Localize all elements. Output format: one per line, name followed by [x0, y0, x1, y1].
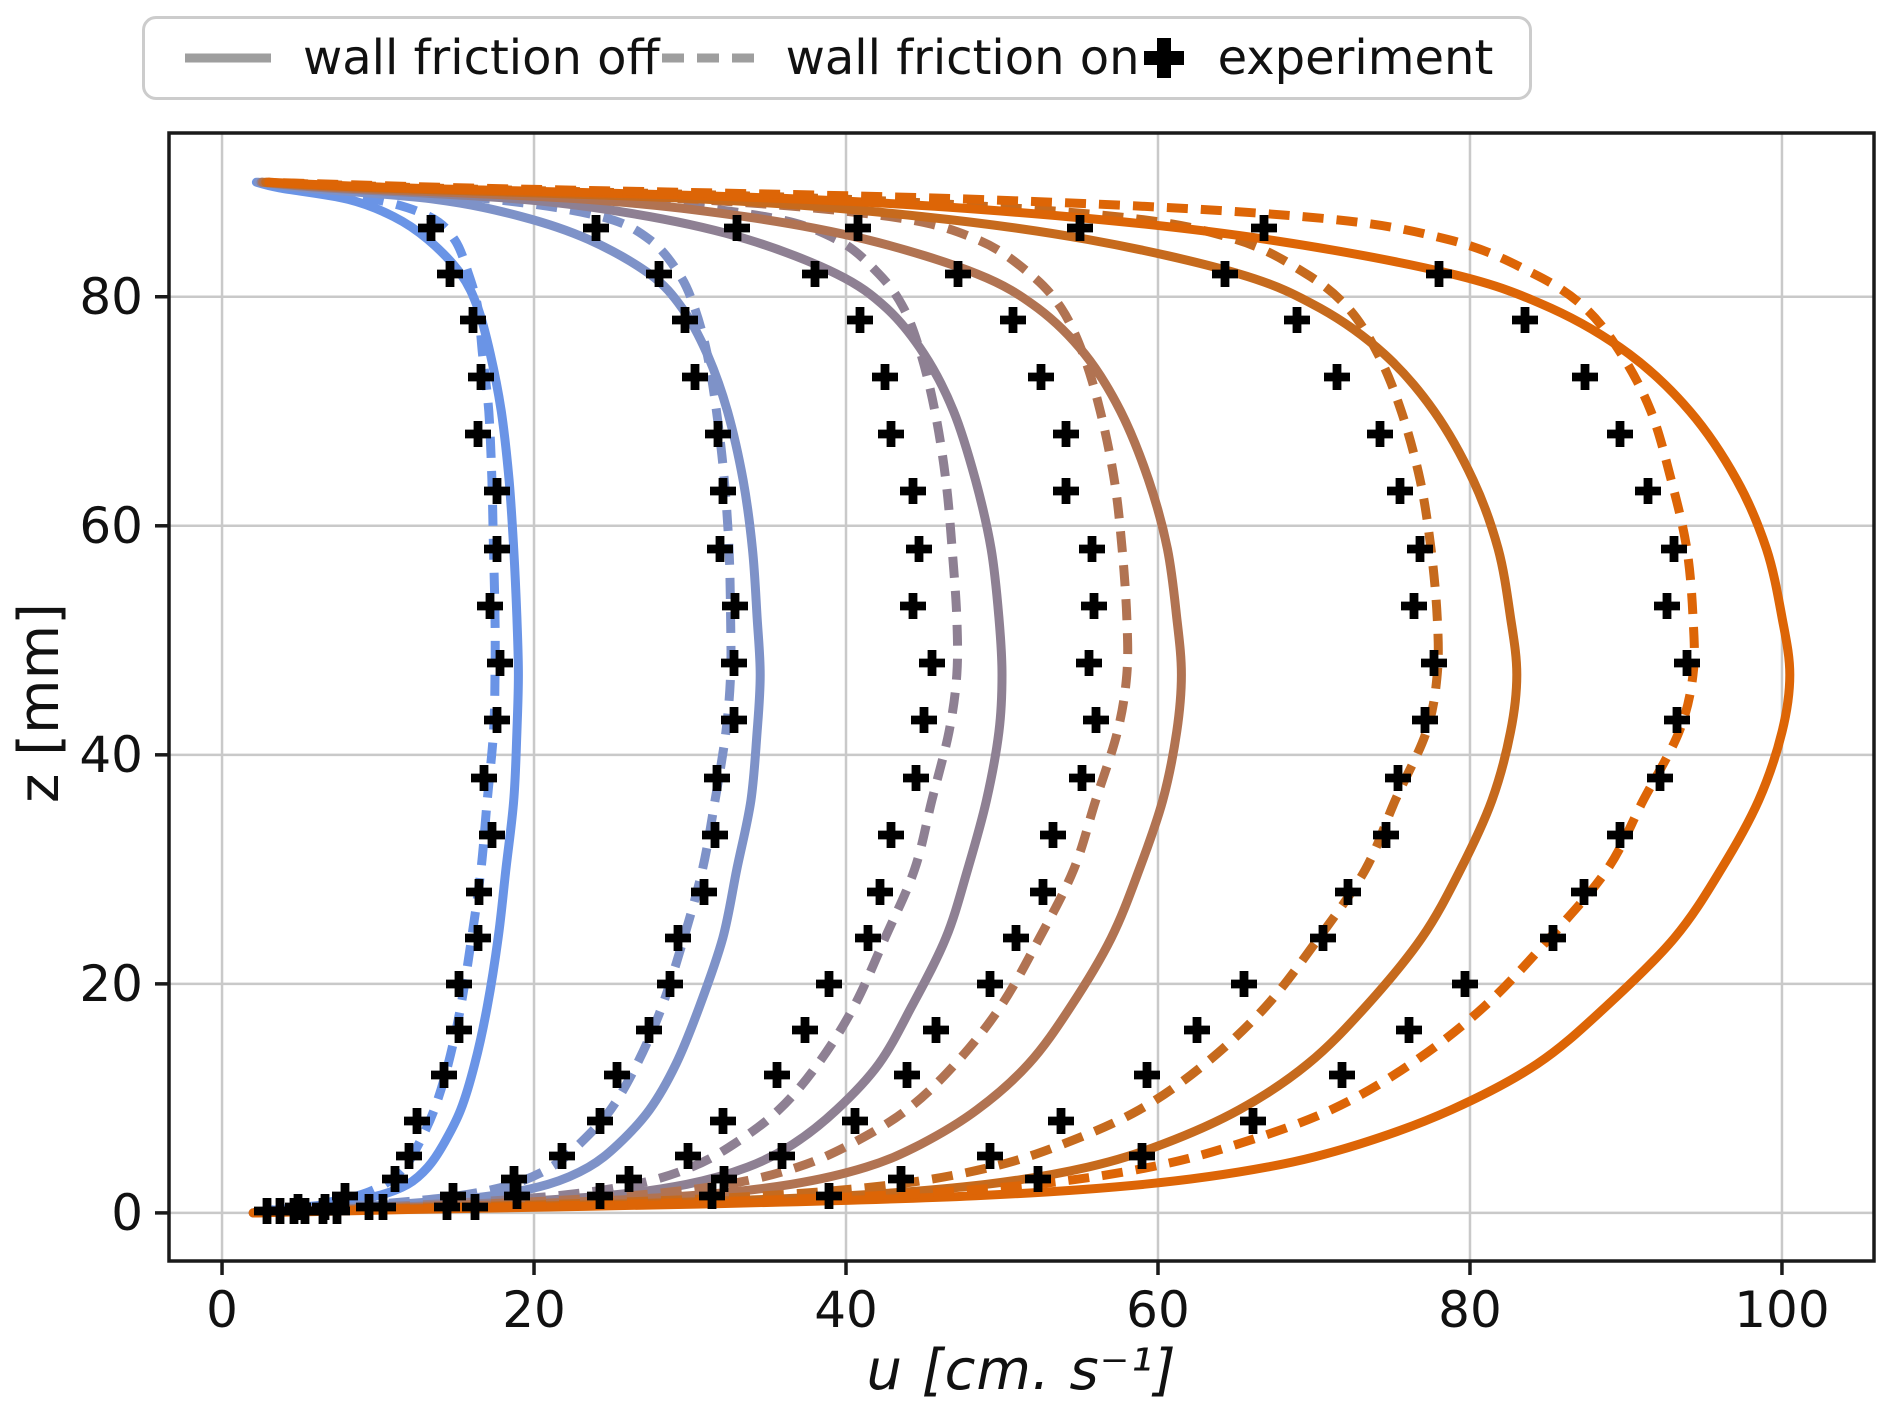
y-tick-label-80: 80 — [79, 268, 143, 326]
experiment-markers-profile-6 — [324, 215, 1700, 1224]
curve-wall-friction-on-2 — [252, 177, 736, 1218]
curve-wall-friction-off-3 — [248, 177, 1007, 1218]
legend-label-experiment: experiment — [1217, 30, 1494, 86]
x-tick-label-100: 100 — [1734, 1281, 1829, 1339]
legend-item-wall-friction-off: wall friction off — [183, 34, 660, 82]
x-tick-label-80: 80 — [1438, 1281, 1502, 1339]
x-tick-label-20: 20 — [502, 1281, 566, 1339]
tick-marks — [155, 295, 1784, 1275]
x-tick-label-60: 60 — [1126, 1281, 1190, 1339]
curve-wall-friction-on-4 — [252, 177, 1133, 1218]
legend-label-wall-friction-on: wall friction on — [785, 30, 1140, 86]
curve-wall-friction-off-2 — [248, 177, 765, 1218]
plus-marker-icon — [1143, 38, 1184, 78]
x-tick-label-40: 40 — [814, 1281, 878, 1339]
curve-wall-friction-off-4 — [248, 177, 1186, 1218]
legend-item-wall-friction-on: wall friction on — [660, 34, 1140, 82]
y-axis-label: z [mm] — [7, 603, 72, 803]
legend-item-experiment: experiment — [1140, 30, 1494, 86]
plot-spines — [167, 131, 1876, 1263]
dashed-line-icon — [661, 53, 754, 63]
tick-labels: 0 20 40 60 80 100 0 20 40 60 80 — [79, 268, 1829, 1339]
x-tick-label-0: 0 — [206, 1281, 238, 1339]
curve-wall-friction-off-5 — [248, 177, 1522, 1218]
y-tick-label-20: 20 — [79, 955, 143, 1013]
curve-wall-friction-on-6 — [253, 177, 1699, 1218]
legend-label-wall-friction-off: wall friction off — [303, 30, 660, 86]
curve-wall-friction-on-1 — [252, 177, 500, 1218]
curve-wall-friction-off-1 — [248, 177, 523, 1218]
x-axis-label: u [cm. s⁻¹] — [866, 1338, 1177, 1403]
gridlines — [169, 133, 1874, 1261]
profile-curves — [248, 177, 1795, 1218]
y-tick-label-60: 60 — [79, 497, 143, 555]
y-tick-label-40: 40 — [79, 726, 143, 784]
legend: wall friction off wall friction on exper… — [142, 16, 1532, 100]
curve-wall-friction-off-6 — [248, 177, 1795, 1218]
curve-wall-friction-on-3 — [252, 177, 963, 1218]
solid-line-icon — [185, 53, 271, 63]
y-tick-label-0: 0 — [111, 1184, 143, 1242]
experiment-markers-profile-4 — [292, 215, 1109, 1224]
